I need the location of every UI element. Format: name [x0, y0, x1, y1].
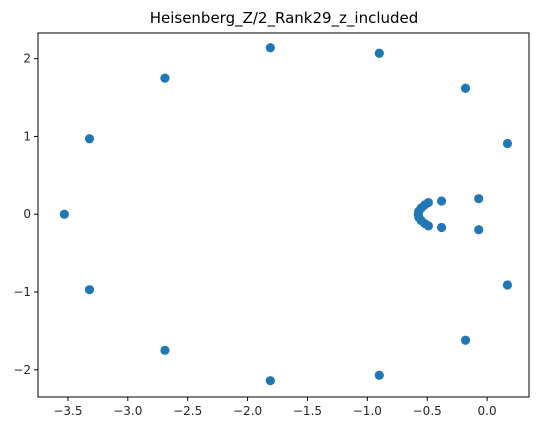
data-point-4: [160, 345, 170, 355]
data-point-11: [502, 138, 513, 149]
x-axis-ticks: −3.5 −3.0 −2.5 −2.0 −1.5 −1.0 −0.5 0.0: [53, 397, 497, 418]
data-point-25: [413, 209, 423, 219]
data-point-0: [59, 209, 69, 219]
x-tick-label-0: −3.5: [53, 404, 82, 418]
chart-title: Heisenberg_Z/2_Rank29_z_included: [150, 9, 419, 28]
data-point-2: [84, 285, 95, 295]
data-point-8: [374, 370, 384, 380]
data-point-9: [460, 83, 471, 93]
x-tick-label-6: −0.5: [413, 404, 442, 418]
data-point-12: [502, 280, 513, 290]
x-tick-label-4: −1.5: [293, 404, 322, 418]
x-tick-label-2: −2.5: [173, 404, 202, 418]
x-tick-label-1: −3.0: [113, 404, 142, 418]
data-point-13: [474, 194, 484, 204]
y-tick-label-4: −2: [13, 363, 31, 377]
data-point-15: [436, 196, 447, 206]
x-tick-label-5: −1.0: [353, 404, 382, 418]
data-point-1: [84, 134, 95, 144]
y-tick-label-3: −1: [13, 285, 31, 299]
data-point-6: [265, 376, 275, 386]
data-point-10: [460, 335, 471, 345]
data-point-7: [374, 48, 384, 58]
data-point-16: [436, 222, 447, 233]
data-point-5: [265, 43, 275, 53]
y-tick-label-1: 1: [23, 129, 31, 143]
y-axis-ticks: 2 1 0 −1 −2: [13, 52, 38, 377]
y-tick-label-2: 0: [23, 207, 31, 221]
data-point-14: [474, 225, 484, 235]
x-tick-label-3: −2.0: [233, 404, 262, 418]
y-tick-label-0: 2: [23, 52, 31, 66]
x-tick-label-7: 0.0: [478, 404, 497, 418]
plot-area-frame: [37, 32, 530, 398]
data-point-3: [160, 73, 170, 83]
data-points: [59, 43, 513, 386]
